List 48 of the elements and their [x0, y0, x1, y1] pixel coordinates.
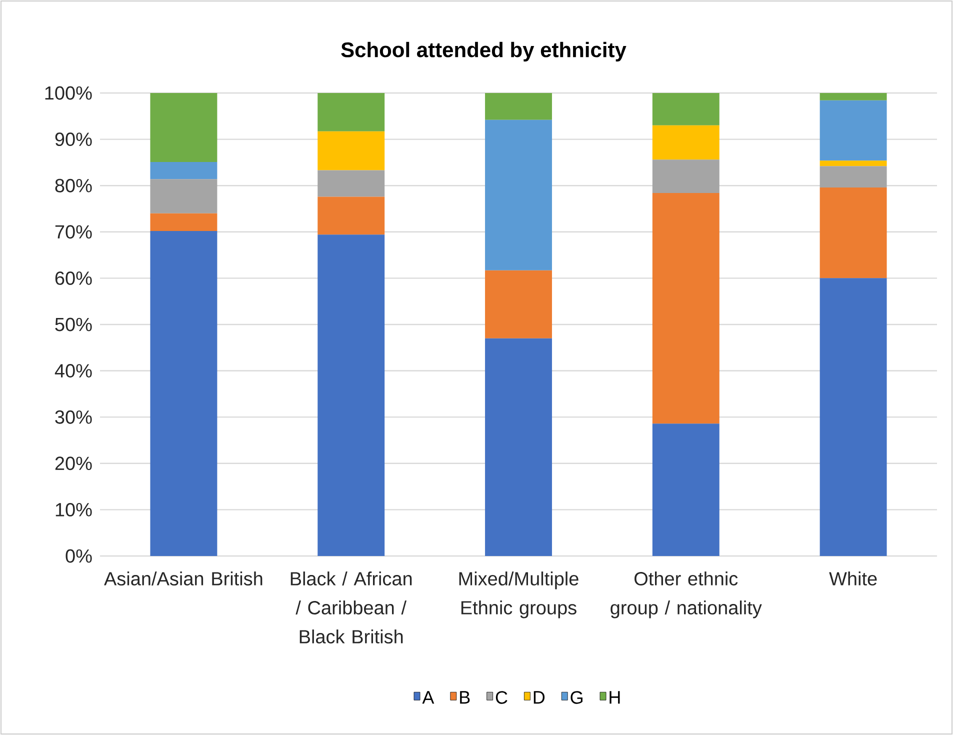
- y-tick-label: 50%: [55, 318, 92, 332]
- legend-label: D: [534, 691, 545, 704]
- legend-label: C: [496, 691, 508, 704]
- bar: [150, 179, 218, 214]
- y-tick-label: 30%: [55, 410, 92, 424]
- bar: [820, 100, 887, 161]
- x-tick-label: White: [829, 572, 877, 586]
- bar: [318, 234, 385, 556]
- x-tick-label: Mixed/Multiple Ethnic groups: [459, 572, 578, 618]
- bar: [652, 125, 720, 160]
- y-tick-label: 40%: [54, 364, 92, 378]
- chart-title: School attended by ethnicity: [341, 42, 626, 62]
- bar: [485, 270, 552, 338]
- legend-label: G: [570, 691, 582, 704]
- y-tick-label: 10%: [56, 502, 92, 516]
- x-tick-label: Black / African / Caribbean / Black British: [290, 572, 412, 644]
- y-tick-label: 90%: [55, 132, 92, 146]
- y-tick-label: 70%: [55, 225, 92, 239]
- bar: [150, 230, 218, 556]
- bar: [820, 160, 887, 166]
- bar: [652, 192, 720, 424]
- legend-label: A: [422, 691, 434, 704]
- bar: [820, 92, 887, 100]
- x-tick-label: Other ethnic group / nationality: [610, 572, 762, 618]
- bar: [652, 92, 720, 126]
- y-tick-label: 80%: [55, 178, 92, 192]
- legend-label: H: [610, 691, 620, 704]
- y-tick-label: 100%: [45, 86, 92, 100]
- bar: [485, 120, 552, 270]
- bar: [820, 278, 887, 556]
- y-tick-label: 20%: [55, 456, 92, 470]
- bar: [652, 160, 720, 193]
- y-tick-label: 60%: [55, 271, 92, 285]
- bar: [652, 424, 720, 556]
- bar: [318, 196, 385, 235]
- bar: [318, 92, 385, 132]
- y-tick-label: 0%: [66, 549, 92, 563]
- bar: [820, 187, 887, 278]
- bar: [485, 338, 552, 556]
- bar: [150, 162, 218, 180]
- bar: [485, 92, 552, 120]
- x-tick-label: Asian/Asian British: [104, 572, 262, 586]
- bar: [150, 92, 218, 162]
- legend-label: B: [460, 691, 470, 704]
- bar: [150, 213, 218, 231]
- bar: [318, 170, 385, 197]
- bar: [318, 131, 385, 170]
- bar: [820, 166, 887, 188]
